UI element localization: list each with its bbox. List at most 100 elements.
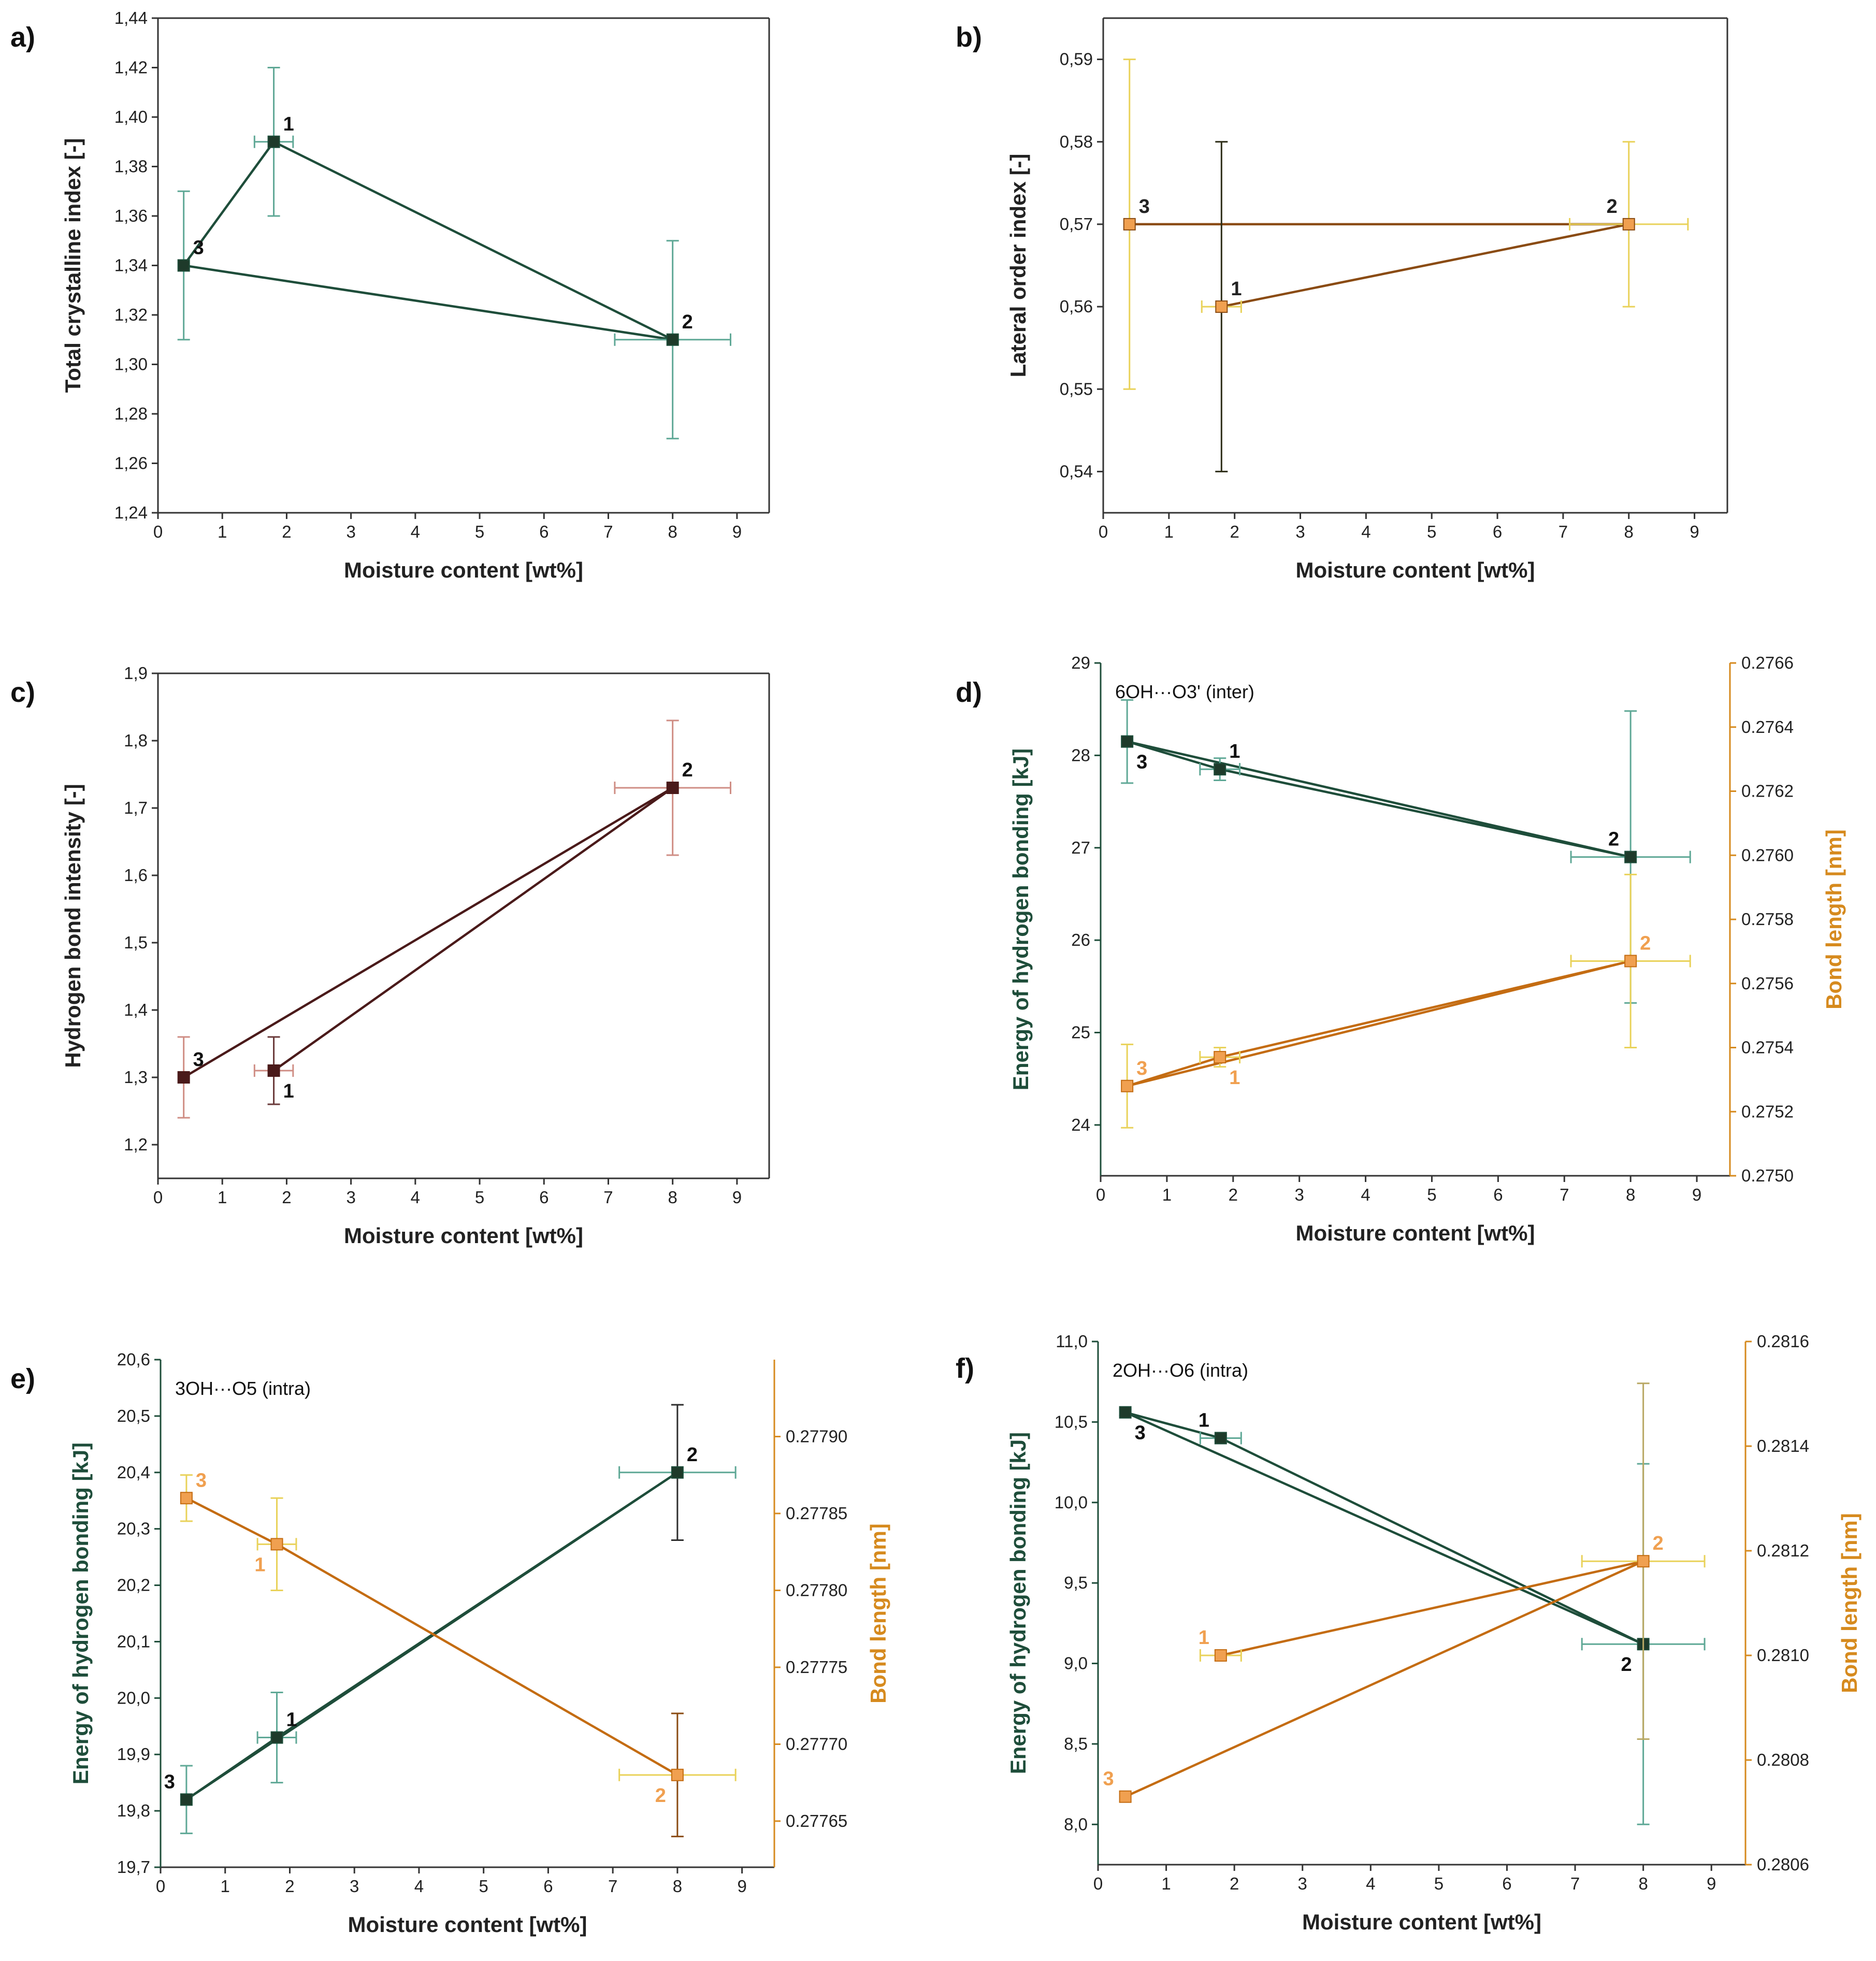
y-tick-label: 1,7 <box>124 798 148 817</box>
point-label: 3 <box>1136 1058 1147 1079</box>
y-tick-label: 8,5 <box>1064 1734 1088 1753</box>
x-tick-label: 7 <box>1558 522 1568 541</box>
data-point <box>1624 955 1637 968</box>
x-tick-label: 2 <box>1230 522 1239 541</box>
series-1: 1 2 3 <box>177 719 731 1119</box>
point-label: 2 <box>1640 932 1651 954</box>
x-tick-label: 1 <box>218 1188 227 1207</box>
point-label: 3 <box>196 1469 207 1491</box>
y-tick-label: 0,58 <box>1060 132 1093 151</box>
x-tick-label: 3 <box>346 522 355 541</box>
point-label: 2 <box>687 1444 698 1466</box>
y-tick-label: 8,0 <box>1064 1814 1088 1834</box>
y2-tick-label: 0.2808 <box>1757 1750 1809 1769</box>
panel-annotation: 2OH···O6 (intra) <box>1113 1360 1248 1381</box>
x-tick-label: 9 <box>732 522 742 541</box>
y-tick-label: 1,32 <box>114 305 148 324</box>
series-line <box>1129 223 1629 308</box>
series-line <box>1127 740 1631 858</box>
data-point <box>1119 1790 1132 1803</box>
data-point <box>666 333 679 346</box>
series-1: 1 2 3 <box>1119 1406 1706 1825</box>
y-tick-label: 28 <box>1071 745 1090 765</box>
data-point <box>666 782 679 794</box>
point-label: 3 <box>1135 1422 1146 1444</box>
y-tick-label: 1,5 <box>124 933 148 952</box>
x-tick-label: 7 <box>1560 1185 1569 1204</box>
y-tick-label: 19,8 <box>117 1801 150 1820</box>
y-tick-label: 1,34 <box>114 256 148 275</box>
point-label: 2 <box>655 1785 666 1807</box>
point-label: 3 <box>164 1771 175 1793</box>
x-tick-label: 0 <box>1093 1874 1103 1893</box>
data-point <box>180 1492 193 1505</box>
x-tick-label: 2 <box>1230 1874 1239 1893</box>
panel-label: f) <box>956 1353 974 1384</box>
point-label: 2 <box>1608 829 1619 850</box>
data-point <box>1214 1432 1227 1445</box>
point-label: 3 <box>193 237 204 259</box>
x-tick-label: 4 <box>411 522 420 541</box>
y-tick-label: 9,0 <box>1064 1654 1088 1673</box>
chart-panel-1: a) 0 1 2 3 4 5 6 7 8 9 Moisture content [wt%] 1,24 1,… <box>10 8 770 582</box>
y-tick-label: 1,24 <box>114 503 148 522</box>
data-point <box>671 1466 684 1479</box>
x-tick-label: 5 <box>479 1877 488 1896</box>
y2-tick-label: 0.2812 <box>1757 1541 1809 1560</box>
data-point <box>1123 218 1136 230</box>
x-tick-label: 2 <box>282 522 291 541</box>
y2-tick-label: 0.27790 <box>786 1426 847 1446</box>
data-point <box>1119 1406 1132 1419</box>
y-tick-label: 1,30 <box>114 355 148 374</box>
point-label: 2 <box>682 311 693 333</box>
y-axis-title: Energy of hydrogen bonding [kJ] <box>1008 748 1033 1090</box>
point-label: 2 <box>682 759 693 781</box>
data-point <box>1622 218 1635 230</box>
y-tick-label: 26 <box>1071 930 1090 949</box>
panel-label: d) <box>956 677 982 708</box>
x-tick-label: 7 <box>603 522 613 541</box>
x-tick-label: 7 <box>603 1188 613 1207</box>
y-tick-label: 11,0 <box>1056 1332 1088 1351</box>
x-axis-title: Moisture content [wt%] <box>348 1912 587 1937</box>
x-tick-label: 5 <box>475 1188 484 1207</box>
data-point <box>1637 1555 1650 1568</box>
series-1: 1 2 3 <box>1123 59 1689 472</box>
y-axis-title: Energy of hydrogen bonding [kJ] <box>1006 1432 1030 1774</box>
y-tick-label: 20,6 <box>117 1350 150 1369</box>
y2-tick-label: 0.2758 <box>1741 910 1794 929</box>
y-tick-label: 1,4 <box>124 1000 148 1019</box>
series-line <box>185 1471 679 1801</box>
point-label: 3 <box>1136 752 1147 773</box>
x-tick-label: 6 <box>1493 1185 1503 1204</box>
x-tick-label: 0 <box>1096 1185 1105 1204</box>
y2-tick-label: 0.27765 <box>786 1811 847 1830</box>
x-tick-label: 3 <box>346 1188 355 1207</box>
data-point <box>267 135 280 148</box>
data-point <box>1215 300 1228 313</box>
x-axis-title: Moisture content [wt%] <box>344 558 583 582</box>
y2-tick-label: 0.27770 <box>786 1734 847 1753</box>
data-point <box>270 1538 283 1551</box>
x-axis-title: Moisture content [wt%] <box>1296 558 1535 582</box>
y-tick-label: 20,5 <box>117 1406 150 1425</box>
x-tick-label: 6 <box>539 522 549 541</box>
x-tick-label: 3 <box>1295 522 1305 541</box>
data-point <box>1121 735 1134 748</box>
panel-annotation: 3OH···O5 (intra) <box>175 1378 311 1399</box>
panel-label: a) <box>10 22 35 53</box>
x-tick-label: 8 <box>668 522 677 541</box>
y-tick-label: 0,59 <box>1060 50 1093 69</box>
y-tick-label: 1,9 <box>124 664 148 683</box>
y-axis-title: Energy of hydrogen bonding [kJ] <box>68 1443 93 1784</box>
x-tick-label: 9 <box>1692 1185 1701 1204</box>
y2-tick-label: 0.2816 <box>1757 1332 1809 1351</box>
y-tick-label: 27 <box>1071 838 1090 857</box>
x-tick-label: 9 <box>1707 1874 1716 1893</box>
x-tick-label: 1 <box>1164 522 1174 541</box>
series-line <box>1127 960 1631 1087</box>
point-label: 2 <box>1621 1654 1632 1676</box>
point-label: 1 <box>1199 1409 1209 1431</box>
x-tick-label: 8 <box>668 1188 677 1207</box>
x-tick-label: 9 <box>732 1188 742 1207</box>
